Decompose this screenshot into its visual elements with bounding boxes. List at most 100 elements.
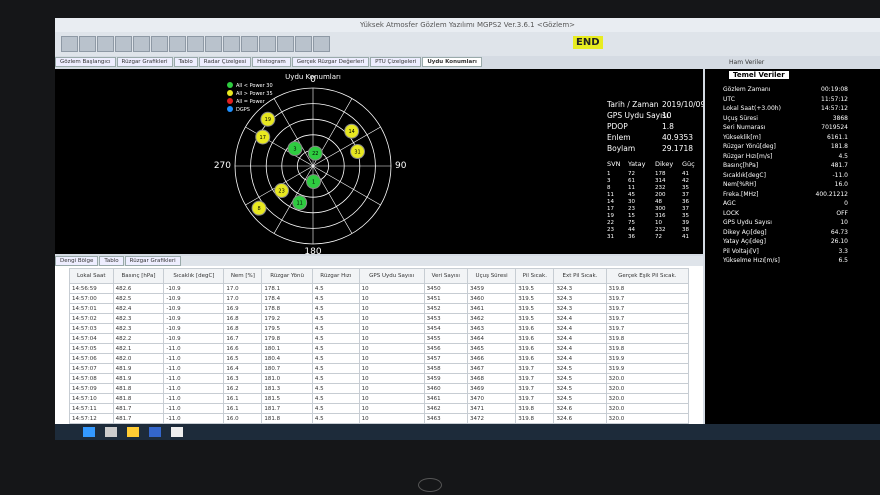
table-cell: 14:57:09 [69,383,114,394]
raw-value: 0 [844,200,848,207]
tab[interactable]: Tablo [173,57,198,67]
table-cell: 482.5 [112,293,165,304]
table-cell: 3469 [466,383,517,394]
table-cell: 319.7 [605,313,690,324]
table-cell: 3457 [423,353,468,364]
raw-title: Ham Veriler [729,59,765,66]
taskbar-icon[interactable] [105,427,117,437]
raw-label: Freka.[MHz] [723,190,759,198]
toolbar-button[interactable] [169,36,186,52]
tab[interactable]: Gerçek Rüzgar Değerleri [291,57,370,67]
taskbar-icon[interactable] [83,427,95,437]
table-cell: 3450 [423,283,468,294]
tab[interactable]: Uydu Konumları [422,57,482,67]
table-cell: 17.0 [223,283,263,294]
tab[interactable]: Radar Çizelgesi [198,57,252,67]
table-cell: 320.0 [605,393,690,404]
table-cell: 319.7 [605,303,690,314]
toolbar-button[interactable] [241,36,258,52]
toolbar-button[interactable] [277,36,294,52]
table-cell: 178.8 [261,303,313,314]
taskbar-icon[interactable] [171,427,183,437]
toolbar-button[interactable] [259,36,276,52]
toolbar-button[interactable] [295,36,312,52]
table-cell: 481.9 [112,363,165,374]
info-label: GPS Uydu Sayısı [607,111,668,120]
toolbar-button[interactable] [187,36,204,52]
toolbar-button[interactable] [133,36,150,52]
table-cell: 4.5 [311,303,360,314]
tab[interactable]: Histogram [252,57,291,67]
svn-cell: 61 [628,178,635,184]
table-cell: 482.3 [112,313,165,324]
table-cell: 14:57:00 [69,293,114,304]
table-cell: 3468 [466,373,517,384]
data-table-panel: Dengi Bölge Tablo Rüzgar Grafikleri Lokal S… [55,256,703,424]
table-row: 14:57:03 482.3 -10.9 16.8 179.5 4.5 10 3454 3463… [69,323,690,334]
table-cell: 3463 [466,323,517,334]
svn-cell: 23 [628,206,635,212]
raw-value: 16.0 [834,181,848,188]
tab[interactable]: Dengi Bölge [55,256,99,266]
table-cell: 319.5 [515,283,555,294]
toolbar-button[interactable] [97,36,114,52]
toolbar: END [55,32,880,56]
table-cell: -10.9 [163,323,225,334]
table-cell: 319.6 [515,343,555,354]
table-cell: 3453 [423,313,468,324]
info-value: 40.9353 [662,133,693,142]
toolbar-button[interactable] [79,36,96,52]
table-cell: 17.0 [223,293,263,304]
toolbar-button[interactable] [313,36,330,52]
raw-value: 7019524 [821,124,848,131]
table-cell: 324.6 [553,413,607,424]
monitor-screen: Yüksek Atmosfer Gözlem Yazılımı MGPS2 Ve… [55,18,880,440]
table-cell: 3460 [466,293,517,304]
table-cell: 181.3 [261,383,313,394]
legend-dot [227,106,233,112]
svn-cell: 15 [628,213,635,219]
taskbar-icon[interactable] [127,427,139,437]
table-cell: 324.4 [553,313,607,324]
table-cell: 10 [358,403,425,414]
table-cell: 10 [358,363,425,374]
toolbar-button[interactable] [223,36,240,52]
svn-cell: 75 [628,220,635,226]
raw-value: 14:57:12 [821,105,848,112]
table-cell: 14:57:12 [69,413,114,424]
table-cell: 4.5 [311,313,360,324]
taskbar-icon[interactable] [149,427,161,437]
table-cell: 3459 [466,283,517,294]
table-cell: 481.7 [112,413,165,424]
satellite-id: 14 [348,129,354,135]
raw-tab: Temel Veriler [729,71,789,79]
toolbar-button[interactable] [61,36,78,52]
table-cell: 324.5 [553,373,607,384]
svn-cell: 11 [628,185,635,191]
tab[interactable]: Tablo [99,256,124,266]
satellite-id: 23 [278,189,284,195]
table-cell: 481.9 [112,373,165,384]
table-cell: 180.4 [261,353,313,364]
raw-label: Rüzgar Hızı[m/s] [723,152,773,160]
table-cell: 179.5 [261,323,313,334]
toolbar-button[interactable] [115,36,132,52]
tab[interactable]: Rüzgar Grafikleri [116,57,173,67]
satellite-marker [344,123,360,139]
tab[interactable]: Gözlem Başlangıcı [55,57,116,67]
svn-cell: 44 [628,227,635,233]
toolbar-button[interactable] [151,36,168,52]
table-row: 14:57:11 481.7 -11.0 16.1 181.7 4.5 10 3462 3471… [69,403,690,414]
table-cell: 10 [358,353,425,364]
table-cell: 481.8 [112,383,165,394]
raw-label: Sıcaklık[degC] [723,171,766,179]
svn-cell: 72 [628,171,635,177]
tab[interactable]: PTU Çizelgeleri [370,57,422,67]
table-cell: 319.9 [605,353,690,364]
svn-header: SVN [607,160,621,168]
table-cell: 16.5 [223,353,263,364]
toolbar-button[interactable] [205,36,222,52]
table-cell: 14:57:01 [69,303,114,314]
table-cell: 14:57:03 [69,323,114,334]
tab[interactable]: Rüzgar Grafikleri [124,256,181,266]
